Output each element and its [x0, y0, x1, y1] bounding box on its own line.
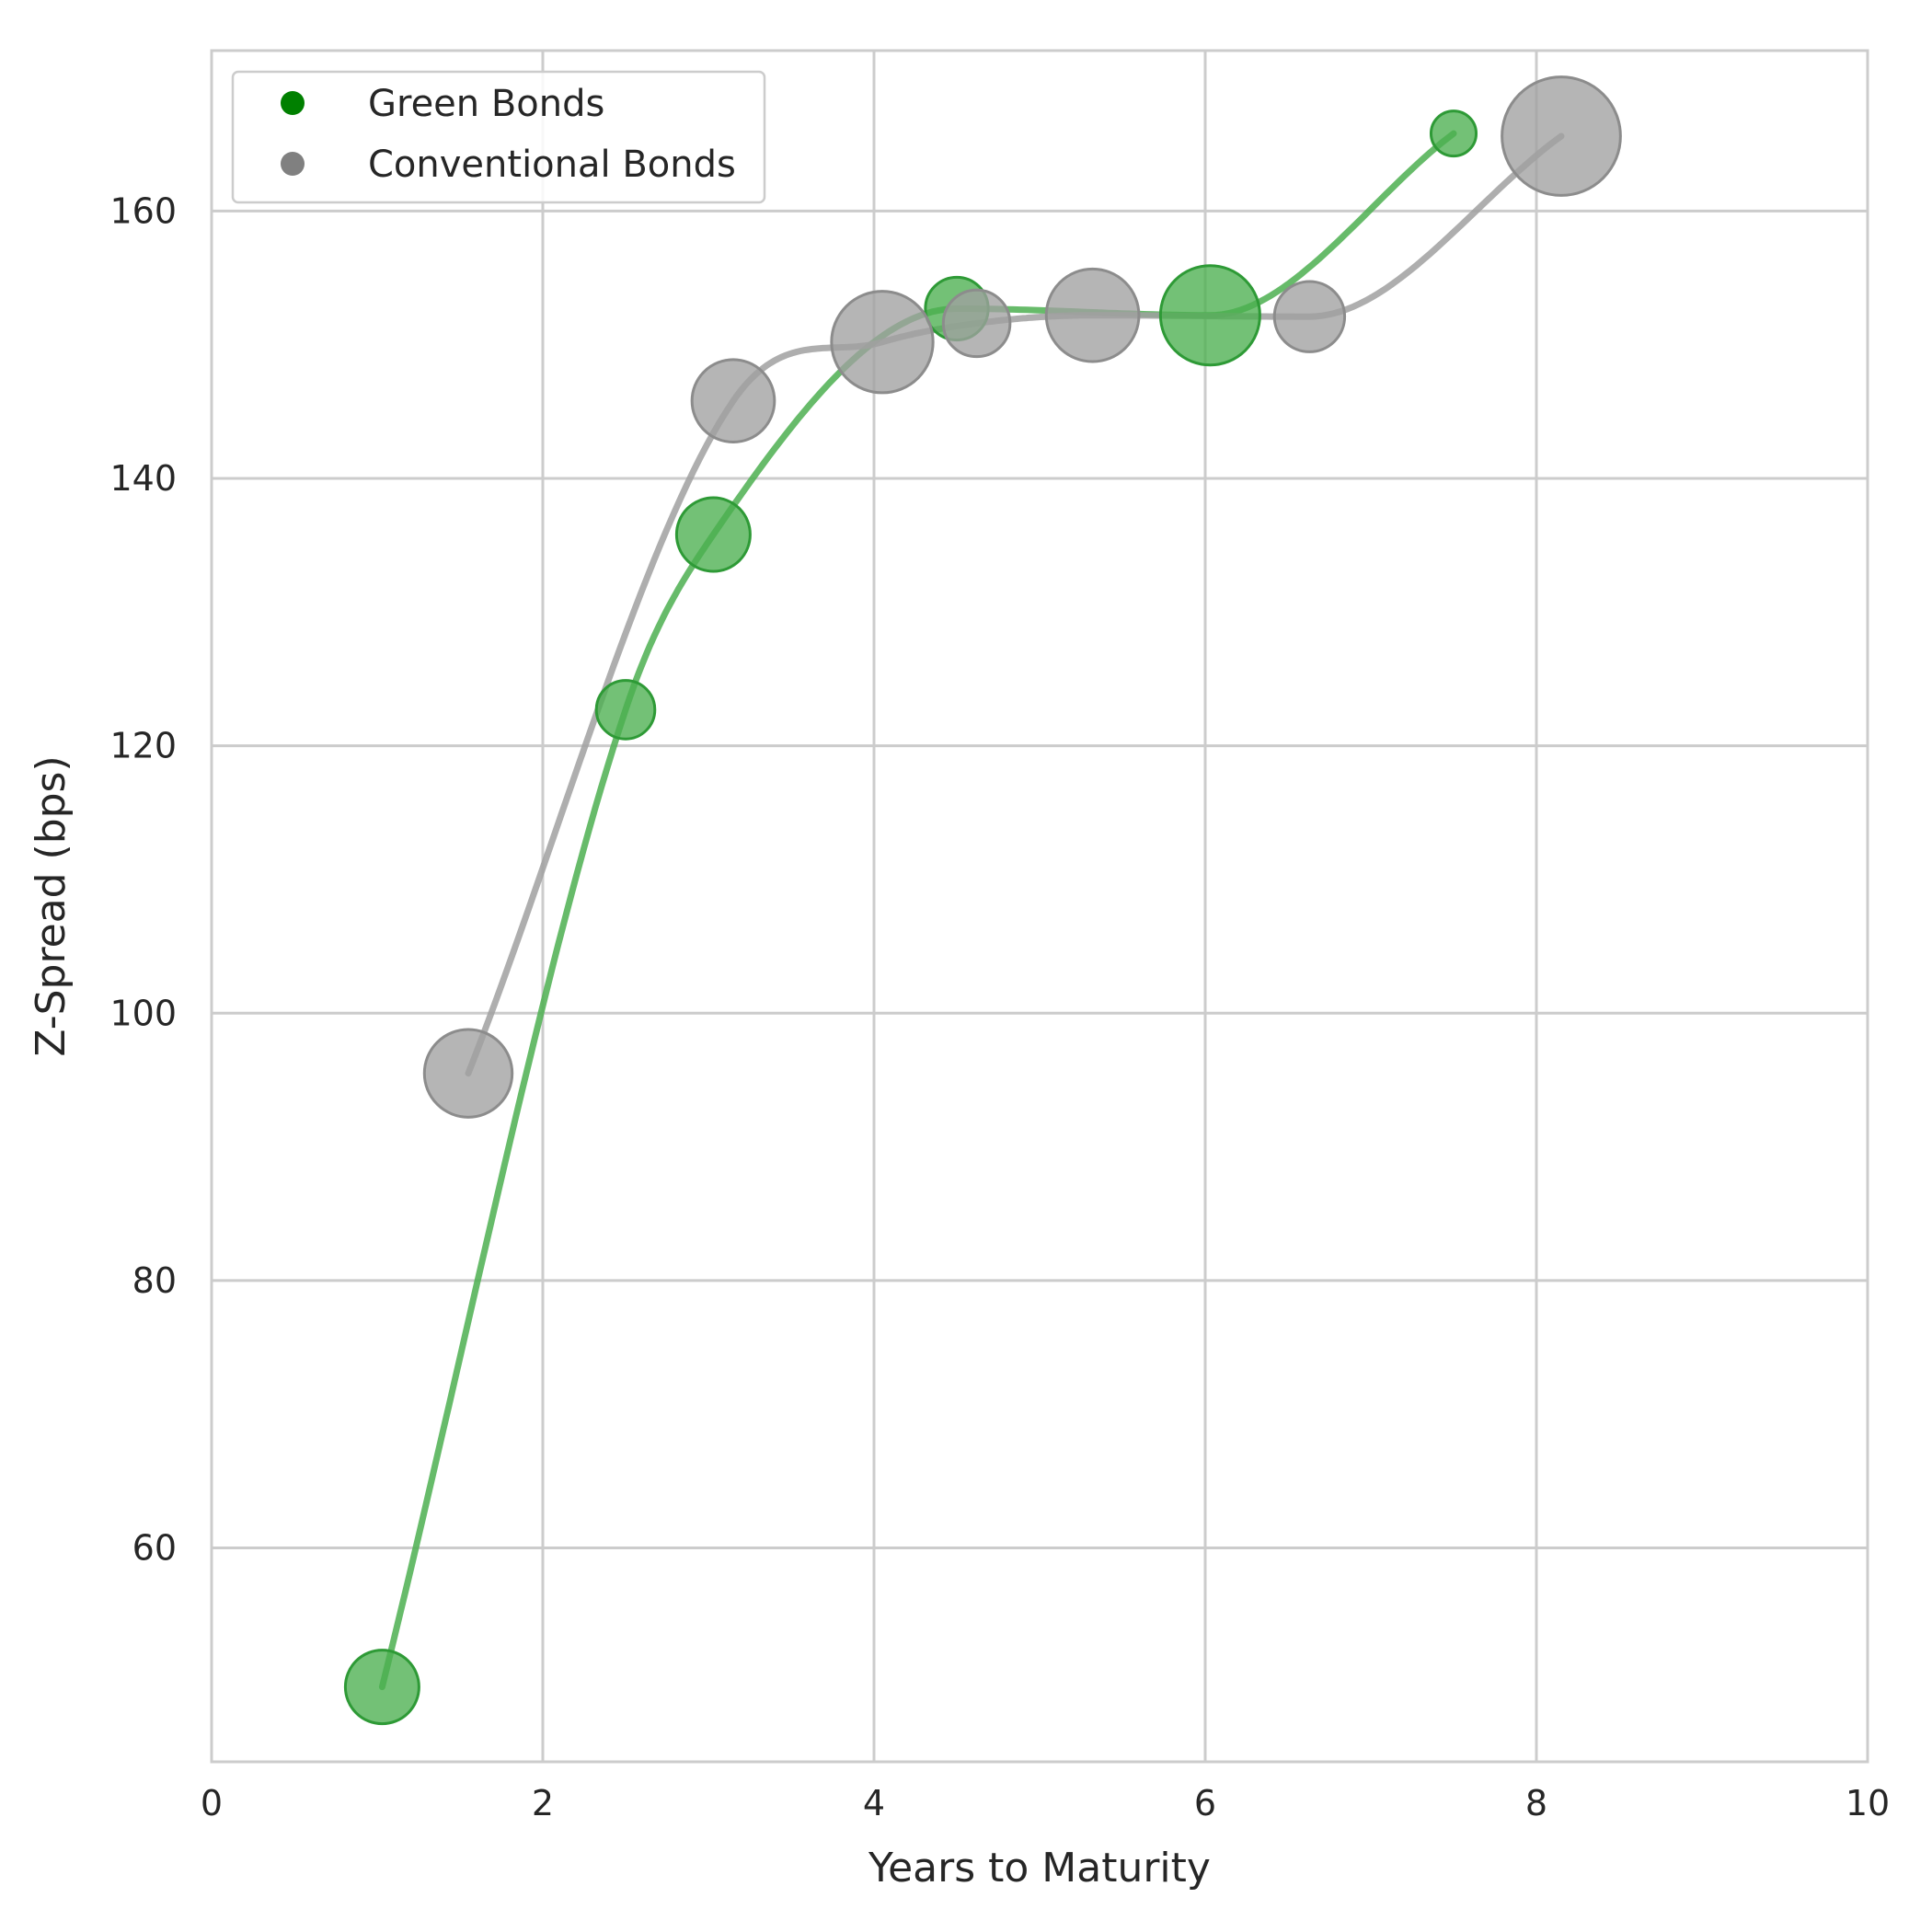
x-tick-label: 0: [201, 1783, 223, 1823]
y-tick-label: 80: [132, 1260, 177, 1301]
green-bonds-point: [674, 496, 752, 573]
conventional-bonds-point: [690, 358, 776, 444]
y-tick-label: 100: [109, 993, 177, 1033]
x-tick-label: 10: [1846, 1783, 1890, 1823]
green-bonds-point: [594, 679, 657, 741]
legend-box: [231, 70, 766, 204]
x-tick-label: 2: [532, 1783, 554, 1823]
x-tick-label: 4: [863, 1783, 885, 1823]
green-bonds-legend-label: Green Bonds: [368, 83, 604, 125]
y-tick-label: 120: [109, 726, 177, 766]
conventional-bonds-point: [1044, 267, 1141, 363]
y-tick-label: 60: [132, 1528, 177, 1569]
conventional-bonds-point: [830, 290, 935, 395]
y-tick-label: 160: [109, 190, 177, 231]
green-bonds-legend-marker: [281, 91, 305, 115]
data-points: [343, 75, 1622, 1726]
conventional-bonds-legend-marker: [281, 152, 305, 176]
conventional-bonds-point: [941, 288, 1012, 359]
y-tick-labels: 60 80 100 120 140 160: [109, 190, 177, 1568]
x-tick-labels: 0 2 4 6 8 10: [201, 1783, 1890, 1823]
green-bonds-point: [1429, 109, 1478, 158]
x-tick-label: 8: [1525, 1783, 1547, 1823]
x-axis-label: Years to Maturity: [868, 1845, 1211, 1892]
y-tick-label: 140: [109, 458, 177, 499]
conventional-bonds-point: [422, 1028, 514, 1119]
plot-frame: [210, 49, 1869, 1764]
legend: Green Bonds Conventional Bonds: [231, 70, 766, 204]
y-axis-label: Z-Spread (bps): [28, 755, 75, 1056]
conventional-bonds-legend-label: Conventional Bonds: [368, 144, 736, 186]
conventional-bonds-point: [1501, 75, 1622, 197]
x-tick-label: 6: [1194, 1783, 1216, 1823]
conventional-bonds-point: [1272, 280, 1347, 353]
green-bonds-point: [343, 1649, 420, 1726]
green-bonds-point: [1158, 264, 1261, 367]
